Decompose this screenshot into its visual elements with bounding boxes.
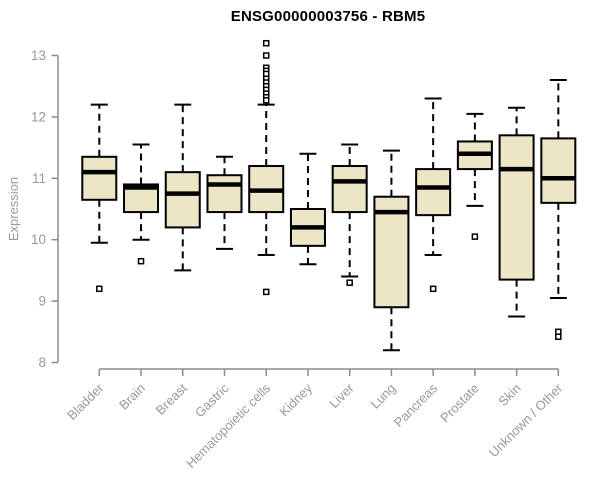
box-rect <box>164 171 201 229</box>
box-rect <box>498 134 535 281</box>
outlier-point <box>262 52 270 59</box>
y-axis-label: Expression <box>6 176 21 242</box>
x-tick-label: Unknown / Other <box>486 380 566 460</box>
y-tick-label: 12 <box>31 109 46 124</box>
x-tick-label: Kidney <box>276 380 315 419</box>
y-tick-label: 9 <box>38 294 46 309</box>
boxplot-prostate <box>456 112 493 240</box>
box-rect <box>206 174 243 214</box>
box-rect <box>331 165 368 214</box>
boxplot-brain <box>123 143 160 265</box>
x-tick-label: Lung <box>367 381 398 412</box>
boxplot-gastric <box>206 155 243 250</box>
x-tick-label: Liver <box>326 380 357 411</box>
x-tick-label: Skin <box>495 381 523 409</box>
boxplot-liver <box>331 143 368 286</box>
y-tick-label: 13 <box>31 48 46 63</box>
outlier-point <box>346 279 353 286</box>
x-tick-label: Breast <box>153 380 190 417</box>
outlier-point <box>429 285 437 293</box>
y-tick-label: 11 <box>32 171 46 186</box>
boxplot-kidney <box>289 152 326 266</box>
boxplot-skin <box>498 106 535 318</box>
y-tick-label: 10 <box>31 232 46 247</box>
boxplot-breast <box>164 103 201 272</box>
y-axis: 8 9 10 11 12 13 <box>31 48 59 370</box>
outlier-point <box>262 39 270 47</box>
outlier-point <box>262 288 270 296</box>
box-rect <box>415 168 452 217</box>
outlier-point <box>471 233 479 240</box>
boxplot-hematopoietic-cells <box>248 39 285 296</box>
box-rect <box>540 137 577 204</box>
y-tick-label: 8 <box>38 355 46 370</box>
x-tick-label: Prostate <box>437 381 482 426</box>
x-tick-label: Brain <box>116 381 148 413</box>
outlier-point <box>96 285 103 293</box>
box-rect <box>373 195 410 309</box>
box-rect <box>81 155 118 201</box>
boxplot-unknown-other <box>540 79 577 340</box>
outlier-point <box>555 333 562 340</box>
outlier-point <box>137 257 145 265</box>
boxplot-lung <box>373 149 410 352</box>
boxplot-bladder <box>81 103 118 293</box>
chart-title: ENSG00000003756 - RBM5 <box>230 8 426 25</box>
outlier-point <box>262 97 270 104</box>
x-tick-label: Bladder <box>64 380 107 423</box>
x-tick-label: Gastric <box>192 380 232 420</box>
boxplot-pancreas <box>415 97 452 293</box>
x-tick-label: Pancreas <box>391 380 441 430</box>
